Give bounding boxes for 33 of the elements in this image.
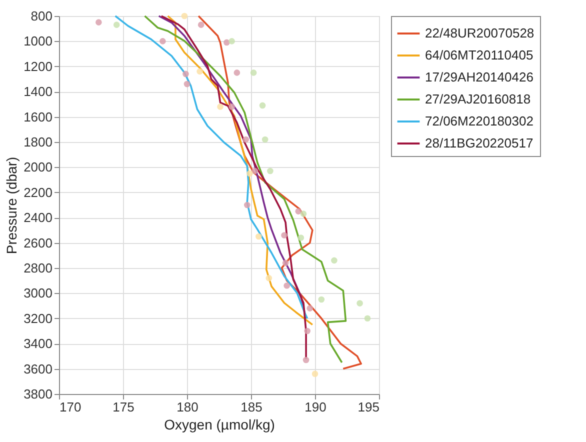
y-tick-label: 2800 bbox=[24, 260, 52, 276]
y-tick-label: 3600 bbox=[24, 361, 52, 376]
x-tick-label: 185 bbox=[240, 400, 262, 414]
line-series bbox=[114, 15, 308, 320]
y-tick-label: 1800 bbox=[24, 134, 52, 150]
x-tick-label: 180 bbox=[176, 400, 198, 414]
legend-label: 64/06MT20110405 bbox=[425, 48, 534, 62]
legend-label: 28/11BG20220517 bbox=[425, 136, 534, 150]
y-tick-label: 1200 bbox=[24, 58, 52, 74]
legend-label: 72/06M220180302 bbox=[425, 114, 534, 128]
x-axis-title: Oxygen (µmol/kg) bbox=[164, 416, 275, 432]
line-series bbox=[198, 15, 362, 370]
y-tick-label: 3000 bbox=[24, 286, 52, 301]
y-tick-label: 800 bbox=[30, 8, 52, 24]
y-tick-label: 3200 bbox=[24, 310, 52, 326]
y-tick-label: 2600 bbox=[24, 235, 52, 250]
legend-label: 22/48UR20070528 bbox=[425, 26, 534, 40]
x-tick-label: 195 bbox=[358, 400, 380, 414]
x-tick-label: 170 bbox=[60, 400, 82, 414]
y-tick-label: 1400 bbox=[24, 84, 52, 100]
legend-label: 27/29AJ20160818 bbox=[425, 92, 531, 106]
y-tick-label: 3800 bbox=[24, 386, 52, 402]
x-tick-label: 175 bbox=[112, 400, 134, 414]
y-axis-title: Pressure (dbar) bbox=[4, 156, 20, 254]
y-tick-label: 2200 bbox=[24, 184, 52, 200]
y-tick-label: 1000 bbox=[24, 34, 52, 49]
line-series bbox=[144, 15, 347, 364]
x-tick-label: 190 bbox=[304, 400, 326, 414]
y-tick-label: 3400 bbox=[24, 336, 52, 352]
y-tick-label: 2000 bbox=[24, 160, 52, 175]
legend-label: 17/29AH20140426 bbox=[425, 70, 534, 84]
y-tick-label: 1600 bbox=[24, 109, 52, 124]
y-tick-label: 2400 bbox=[24, 210, 52, 226]
